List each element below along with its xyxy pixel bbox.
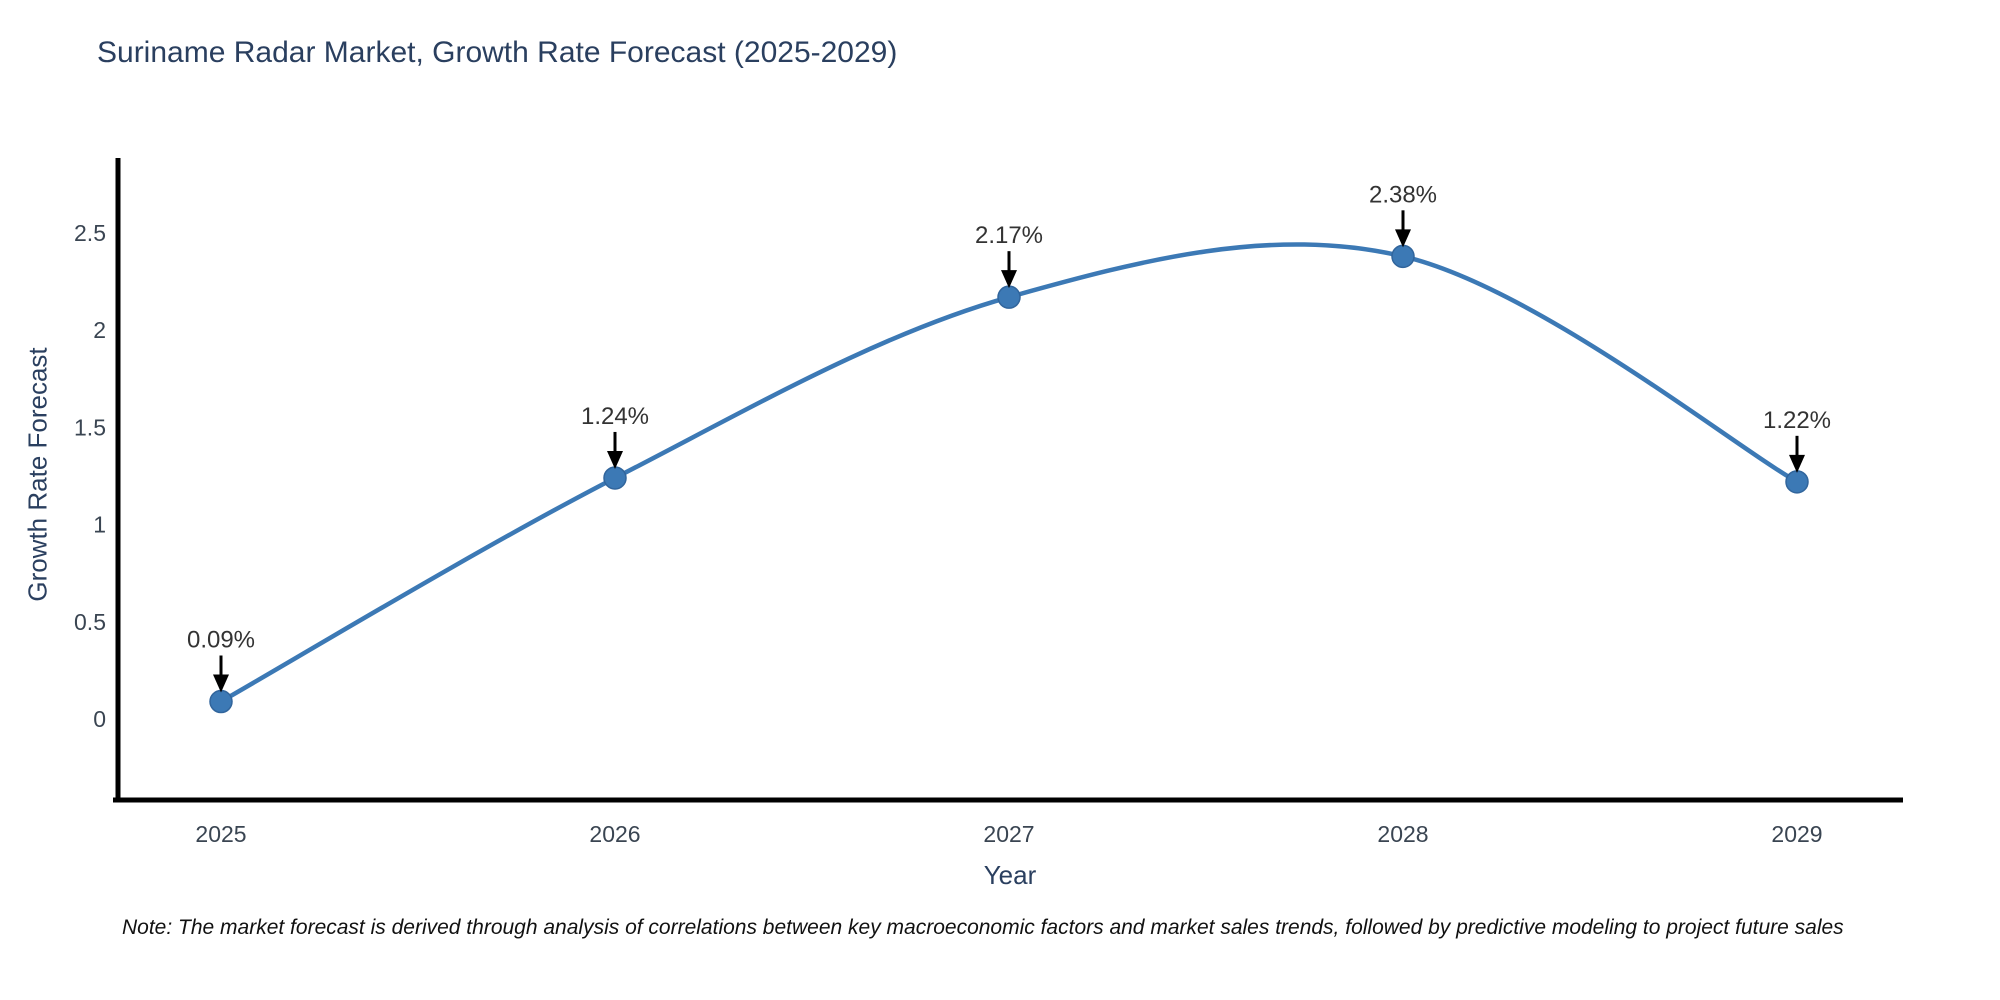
chart-title: Suriname Radar Market, Growth Rate Forec…: [97, 36, 898, 69]
y-tick-label: 2: [93, 317, 106, 343]
annotation-arrowhead-icon: [1001, 270, 1017, 289]
annotation-arrowhead-icon: [1395, 229, 1411, 248]
x-tick-label: 2029: [1771, 821, 1822, 847]
y-tick-label: 1.5: [74, 414, 106, 440]
y-tick-label: 2.5: [74, 220, 106, 246]
series-line: [218, 242, 1800, 704]
annotation-label: 2.38%: [1369, 181, 1437, 208]
x-tick-label: 2026: [589, 821, 640, 847]
data-point-marker[interactable]: [1391, 244, 1415, 269]
x-axis-title: Year: [983, 860, 1037, 890]
annotation-arrowhead-icon: [213, 674, 229, 693]
x-tick-label: 2025: [195, 821, 246, 847]
data-point-marker[interactable]: [603, 466, 627, 490]
data-point-marker[interactable]: [209, 689, 233, 714]
annotation-arrowhead-icon: [1789, 454, 1805, 473]
y-tick-label: 0: [93, 706, 106, 732]
y-tick-label: 1: [93, 512, 106, 538]
footnote: Note: The market forecast is derived thr…: [122, 916, 1844, 939]
annotation-label: 0.09%: [187, 627, 255, 654]
annotation-label: 1.24%: [581, 403, 649, 430]
data-point-marker[interactable]: [1785, 470, 1809, 494]
x-tick-label: 2028: [1377, 821, 1428, 847]
data-point-marker[interactable]: [997, 285, 1021, 309]
x-tick-label: 2027: [983, 821, 1034, 847]
annotation-label: 1.22%: [1763, 407, 1831, 434]
annotation-label: 2.17%: [975, 222, 1043, 249]
annotation-arrowhead-icon: [607, 450, 623, 469]
y-tick-label: 0.5: [74, 609, 106, 635]
